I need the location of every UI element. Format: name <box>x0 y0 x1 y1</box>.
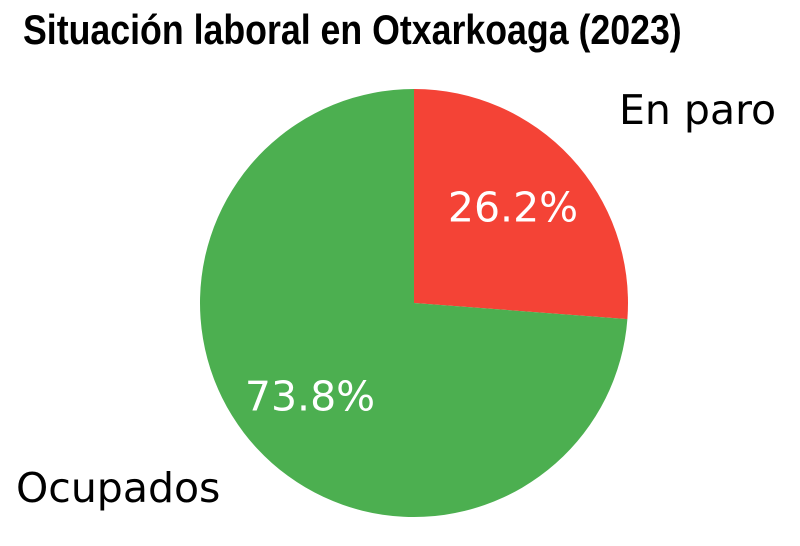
pct-label-ocupados: 73.8% <box>244 372 376 421</box>
slice-label-en-paro: En paro <box>619 86 777 134</box>
chart-title: Situación laboral en Otxarkoaga (2023) <box>23 6 682 53</box>
slice-label-ocupados: Ocupados <box>16 464 221 512</box>
pie-slice-ocupados <box>199 89 628 517</box>
pie-slice-en-paro <box>414 89 628 320</box>
pct-label-en-paro: 26.2% <box>447 183 579 232</box>
